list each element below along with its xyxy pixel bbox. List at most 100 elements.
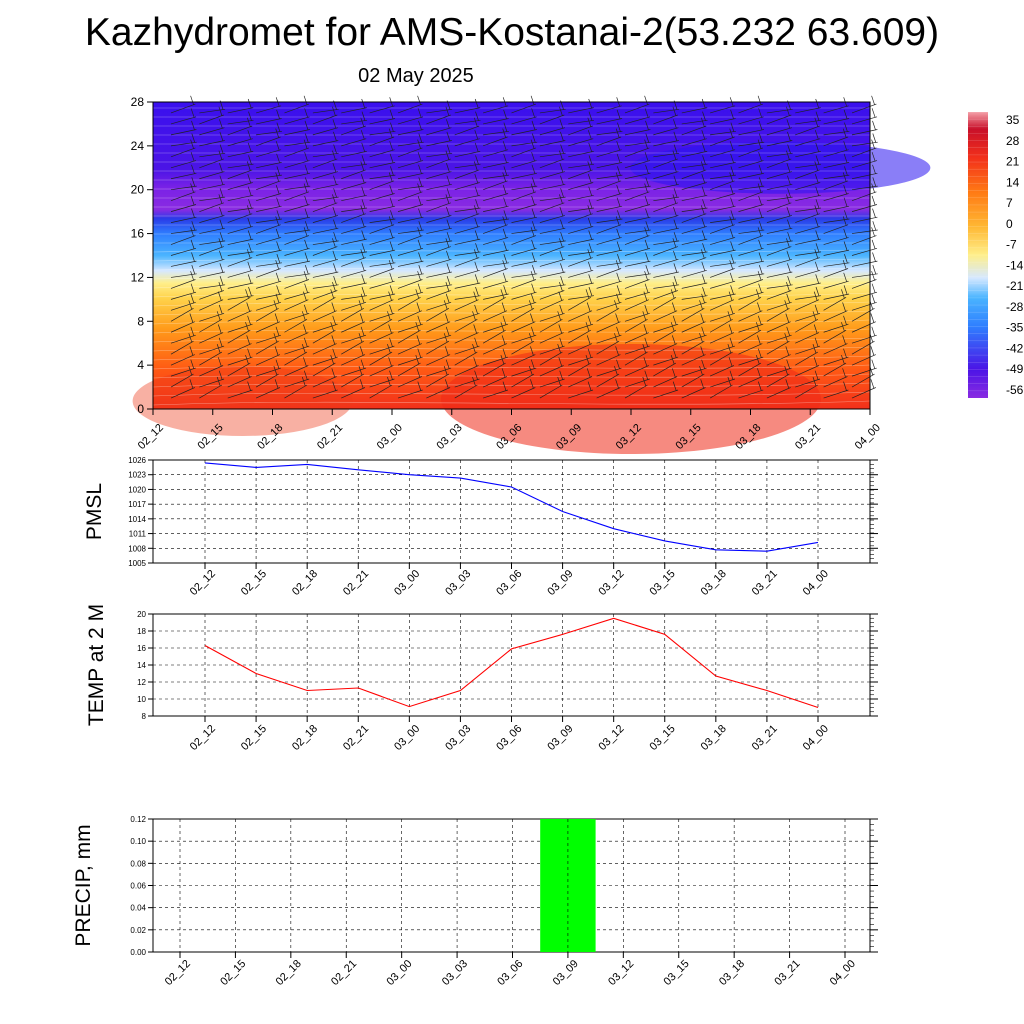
wind-barb-feather bbox=[475, 243, 479, 253]
wind-barb-feather bbox=[219, 232, 224, 242]
wind-barb bbox=[851, 147, 877, 158]
wind-barb bbox=[624, 312, 650, 322]
wind-barb bbox=[170, 373, 194, 388]
wind-barb-feather bbox=[758, 208, 763, 218]
wind-barb bbox=[709, 332, 735, 344]
wind-barb-feather bbox=[360, 249, 365, 259]
wind-barb-feather bbox=[417, 152, 422, 162]
wind-barb-feather bbox=[360, 205, 365, 215]
wind-barb bbox=[795, 384, 818, 399]
wind-barb bbox=[851, 129, 878, 136]
wind-barb bbox=[199, 108, 226, 114]
wind-barb-feather bbox=[531, 195, 535, 206]
wind-barb bbox=[312, 258, 338, 267]
wind-barb bbox=[851, 373, 875, 388]
wind-barb bbox=[397, 356, 423, 366]
wind-barb bbox=[454, 345, 480, 355]
wind-barb bbox=[284, 116, 310, 125]
wind-barb-feather bbox=[786, 326, 791, 336]
wind-barb-feather bbox=[358, 365, 363, 376]
wind-barb-feather bbox=[615, 346, 619, 356]
wind-barb bbox=[483, 323, 509, 333]
wind-barb-feather bbox=[758, 264, 763, 275]
wind-barb bbox=[738, 172, 764, 180]
wind-barb-feather bbox=[843, 228, 848, 239]
wind-barb-feather bbox=[787, 275, 791, 286]
wind-barb bbox=[199, 127, 225, 136]
wind-barb bbox=[483, 149, 509, 158]
wind-barb-feather bbox=[672, 348, 677, 358]
wind-barb bbox=[482, 343, 508, 355]
wind-barb-feather bbox=[701, 261, 706, 271]
wind-barb bbox=[539, 246, 565, 256]
wind-barb-feather bbox=[389, 241, 394, 251]
x-tick-label: 03_06 bbox=[494, 568, 524, 598]
wind-barb-feather bbox=[218, 238, 223, 248]
temp-2m-panel: 8 10 12 14 16 18 20 02_12 02_15 02_18 02_21 03_00 03… bbox=[85, 604, 878, 753]
wind-barb bbox=[596, 321, 621, 333]
y-tick-label: 1017 bbox=[128, 500, 146, 509]
wind-barb bbox=[369, 162, 396, 169]
wind-barb-feather bbox=[701, 293, 705, 304]
wind-barb-feather bbox=[275, 260, 280, 270]
x-tick-label: 03_21 bbox=[750, 723, 780, 753]
wind-barb-feather bbox=[730, 166, 735, 176]
wind-barb bbox=[284, 247, 310, 256]
wind-barb bbox=[397, 216, 424, 223]
x-tick-label: 04_00 bbox=[801, 568, 831, 598]
wind-barb-feather bbox=[843, 285, 848, 295]
wind-barb-feather bbox=[276, 285, 280, 295]
wind-barb bbox=[738, 147, 764, 158]
wind-barb-feather bbox=[558, 357, 563, 367]
wind-barb-feather bbox=[503, 109, 507, 120]
wind-barb-feather bbox=[389, 228, 394, 239]
wind-barb bbox=[483, 224, 508, 234]
wind-barb bbox=[255, 307, 279, 322]
contour-line bbox=[152, 382, 871, 388]
wind-barb-feather bbox=[558, 291, 563, 301]
wind-barb bbox=[483, 105, 509, 114]
wind-barb-feather bbox=[843, 184, 848, 195]
wind-barb bbox=[568, 296, 591, 311]
wind-barb bbox=[823, 296, 847, 311]
colorbar-label: 0 bbox=[1006, 217, 1013, 231]
wind-barb bbox=[341, 207, 368, 212]
wind-barb bbox=[624, 332, 649, 344]
wind-barb-feather bbox=[757, 302, 761, 312]
wind-barb bbox=[710, 105, 736, 114]
wind-barb-feather bbox=[446, 219, 451, 229]
wind-barb-feather bbox=[587, 117, 592, 127]
wind-barb-feather bbox=[644, 337, 649, 347]
wind-barb-feather bbox=[672, 238, 677, 248]
y-tick-label: 20 bbox=[131, 183, 145, 197]
wind-barb bbox=[170, 172, 197, 180]
wind-barb bbox=[738, 129, 764, 136]
wind-barb-feather bbox=[360, 117, 365, 127]
wind-barb-feather bbox=[304, 283, 308, 293]
wind-barb bbox=[284, 332, 309, 344]
wind-barb-feather bbox=[276, 197, 280, 207]
wind-barb-feather bbox=[190, 359, 195, 369]
wind-barb bbox=[539, 384, 563, 399]
wind-barb bbox=[851, 116, 878, 125]
wind-barb bbox=[766, 354, 791, 366]
wind-barb-feather bbox=[813, 324, 818, 334]
wind-barb-feather bbox=[815, 142, 820, 152]
pmsl-panel: 1005 1008 1011 1014 1017 1020 1023 1026 02_12 02_… bbox=[83, 456, 878, 598]
wind-barb bbox=[454, 194, 481, 202]
wind-barb bbox=[511, 216, 537, 223]
wind-barb bbox=[681, 163, 708, 169]
wind-barb-feather bbox=[190, 108, 195, 118]
wind-barb-feather bbox=[246, 368, 251, 378]
wind-barb-feather bbox=[388, 260, 393, 270]
wind-barb bbox=[738, 185, 765, 191]
wind-barb-feather bbox=[530, 139, 535, 149]
wind-barb bbox=[766, 158, 792, 169]
wind-barb-feather bbox=[247, 381, 251, 391]
wind-barb-feather bbox=[758, 120, 763, 131]
wind-barb-feather bbox=[588, 155, 593, 165]
wind-barb bbox=[795, 194, 821, 202]
wind-barb-feather bbox=[729, 272, 734, 282]
wind-barb-feather bbox=[559, 337, 564, 347]
x-tick-label: 02_18 bbox=[274, 958, 304, 988]
